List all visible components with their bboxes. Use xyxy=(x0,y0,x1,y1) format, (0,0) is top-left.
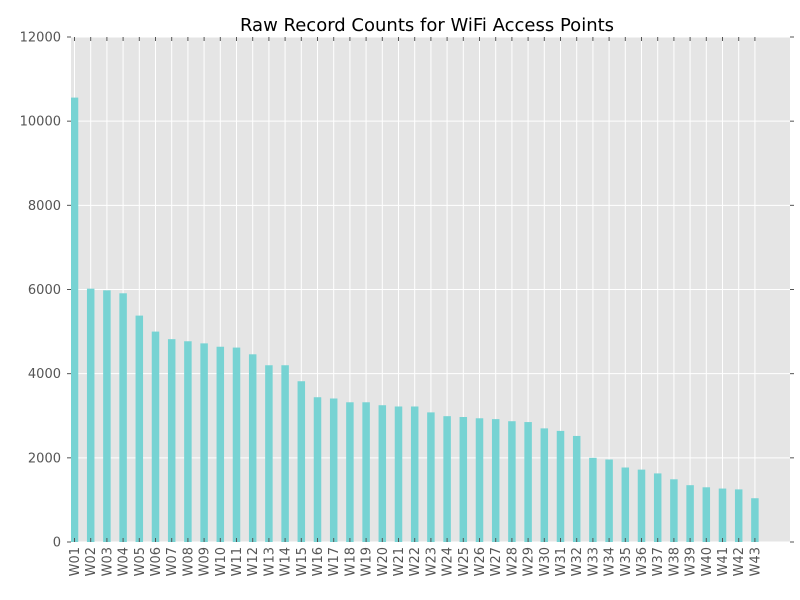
x-tick-label: W16 xyxy=(311,547,326,576)
x-tick-label: W06 xyxy=(149,547,164,576)
bar-w20 xyxy=(378,405,387,542)
bar-w38 xyxy=(670,479,678,542)
bar-w23 xyxy=(427,412,435,542)
y-tick-label: 0 xyxy=(53,536,61,551)
bar-w31 xyxy=(556,430,565,542)
bar-w16 xyxy=(313,397,322,542)
x-tick-label: W04 xyxy=(117,547,132,576)
bar-w33 xyxy=(589,457,597,542)
x-tick-label: W41 xyxy=(716,547,731,576)
bar-w09 xyxy=(200,343,208,542)
bar-w17 xyxy=(329,398,338,542)
x-tick-label: W19 xyxy=(360,547,375,576)
bar-w21 xyxy=(394,406,403,542)
bar-w10 xyxy=(216,346,225,542)
bar-w32 xyxy=(572,435,581,542)
x-tick-label: W40 xyxy=(700,547,715,576)
x-tick-label: W17 xyxy=(327,547,342,576)
bar-w07 xyxy=(167,339,176,542)
x-tick-label: W36 xyxy=(635,547,650,576)
bar-w36 xyxy=(637,469,646,542)
x-tick-label: W42 xyxy=(732,547,747,576)
x-tick-label: W12 xyxy=(246,547,261,576)
chart-title: Raw Record Counts for WiFi Access Points xyxy=(240,15,614,36)
x-tick-label: W22 xyxy=(408,547,423,576)
bar-w19 xyxy=(362,402,370,542)
bar-w29 xyxy=(524,422,532,542)
bar-w34 xyxy=(605,459,613,542)
y-tick-label: 6000 xyxy=(28,283,61,298)
x-tick-label: W43 xyxy=(748,547,763,576)
bar-w01 xyxy=(71,97,79,542)
x-tick-label: W15 xyxy=(295,547,310,576)
bar-w05 xyxy=(135,315,144,542)
x-tick-label: W03 xyxy=(100,547,115,576)
x-tick-label: W32 xyxy=(570,547,585,576)
x-tick-label: W23 xyxy=(424,547,439,576)
bar-w40 xyxy=(702,487,711,542)
bar-w02 xyxy=(86,288,95,542)
x-tick-label: W30 xyxy=(538,547,553,576)
x-tick-label: W25 xyxy=(457,547,472,576)
x-tick-label: W13 xyxy=(262,547,277,576)
bar-w43 xyxy=(751,498,759,542)
bar-w14 xyxy=(281,365,289,542)
bar-w11 xyxy=(232,347,241,542)
x-tick-label: W05 xyxy=(133,547,148,576)
x-tick-label: W31 xyxy=(554,547,569,576)
bar-w03 xyxy=(103,290,111,542)
x-tick-label: W21 xyxy=(392,547,407,576)
x-tick-label: W26 xyxy=(473,547,488,576)
x-tick-label: W07 xyxy=(165,547,180,576)
x-tick-label: W14 xyxy=(279,547,294,576)
bar-w42 xyxy=(734,489,743,542)
x-tick-label: W37 xyxy=(651,547,666,576)
bar-w22 xyxy=(410,406,419,542)
x-tick-label: W20 xyxy=(376,547,391,576)
x-axis: W01 W02 W03 W04 W05 W06 W07 W08 W09 W10 W11 W12 W13 W… xyxy=(68,37,763,576)
x-tick-label: W02 xyxy=(84,547,99,576)
y-tick-label: 8000 xyxy=(28,199,61,214)
x-tick-label: W39 xyxy=(684,547,699,576)
bar-w35 xyxy=(621,467,630,542)
bar-w04 xyxy=(119,293,127,542)
x-tick-label: W18 xyxy=(343,547,358,576)
bar-w39 xyxy=(686,485,694,542)
x-tick-label: W33 xyxy=(586,547,601,576)
bar-w13 xyxy=(265,365,273,542)
bar-w26 xyxy=(475,418,484,542)
bar-w15 xyxy=(297,381,306,542)
bar-w28 xyxy=(508,421,516,542)
bar-w37 xyxy=(653,473,662,542)
bars xyxy=(71,97,759,542)
bar-w12 xyxy=(248,354,257,542)
x-tick-label: W01 xyxy=(68,547,83,576)
y-tick-label: 2000 xyxy=(28,451,61,466)
x-tick-label: W38 xyxy=(667,547,682,576)
bar-w41 xyxy=(718,488,727,542)
bar-w08 xyxy=(184,341,192,542)
y-tick-label: 10000 xyxy=(20,115,61,130)
bar-w24 xyxy=(443,416,451,542)
x-tick-label: W11 xyxy=(230,547,245,576)
x-tick-label: W09 xyxy=(198,547,213,576)
x-tick-label: W10 xyxy=(214,547,229,576)
x-tick-label: W24 xyxy=(441,547,456,576)
bar-w27 xyxy=(491,419,500,542)
x-tick-label: W28 xyxy=(505,547,520,576)
x-tick-label: W08 xyxy=(181,547,196,576)
y-tick-label: 12000 xyxy=(20,31,61,46)
x-tick-label: W34 xyxy=(603,547,618,576)
y-axis: 0 2000 4000 6000 8000 10000 12000 xyxy=(20,31,794,551)
bar-w18 xyxy=(346,402,354,542)
bar-w30 xyxy=(540,428,549,542)
x-tick-label: W29 xyxy=(522,547,537,576)
x-tick-label: W35 xyxy=(619,547,634,576)
x-tick-label: W27 xyxy=(489,547,504,576)
bar-w06 xyxy=(151,331,160,542)
bar-w25 xyxy=(459,417,468,542)
y-tick-label: 4000 xyxy=(28,367,61,382)
